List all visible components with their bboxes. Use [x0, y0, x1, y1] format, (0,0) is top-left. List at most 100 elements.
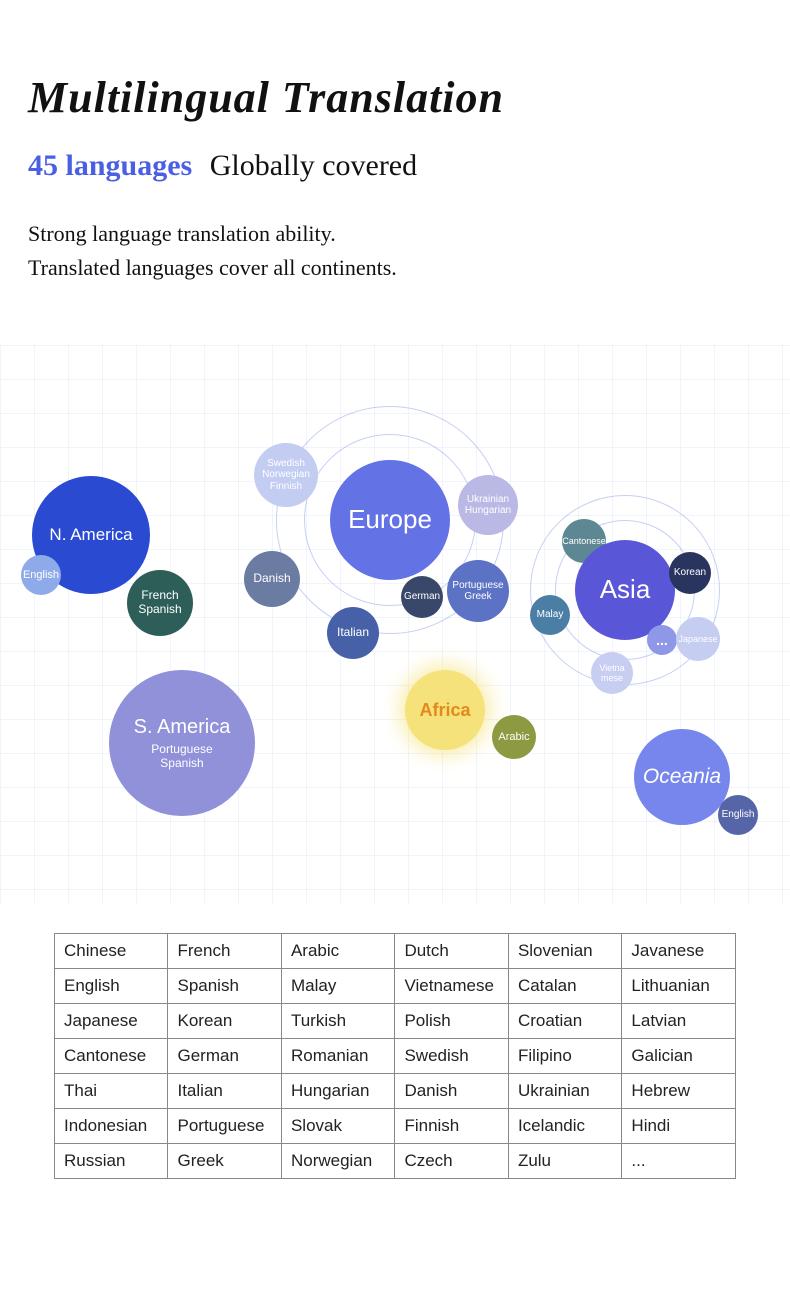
bubble-label: Swedish Norwegian Finnish — [262, 458, 310, 493]
table-cell: Hindi — [622, 1109, 736, 1144]
desc-line-2: Translated languages cover all continent… — [28, 251, 762, 285]
bubble-label: Korean — [674, 567, 706, 579]
table-cell: Chinese — [55, 934, 168, 969]
table-cell: Portuguese — [168, 1109, 281, 1144]
bubble-german: German — [401, 576, 443, 618]
table-cell: Filipino — [508, 1039, 621, 1074]
table-cell: Indonesian — [55, 1109, 168, 1144]
table-cell: Spanish — [168, 969, 281, 1004]
table-cell: Norwegian — [281, 1144, 394, 1179]
subtitle-highlight: 45 languages — [28, 149, 192, 182]
bubble-map: N. America English French Spanish S. Americ… — [0, 345, 790, 905]
bubble-danish: Danish — [244, 551, 300, 607]
table-cell: Latvian — [622, 1004, 736, 1039]
table-cell: Hebrew — [622, 1074, 736, 1109]
table-cell: Turkish — [281, 1004, 394, 1039]
language-table: ChineseFrenchArabicDutchSlovenianJavanes… — [54, 933, 736, 1179]
bubble-label: Cantonese — [562, 536, 606, 546]
table-cell: ... — [622, 1144, 736, 1179]
bubble-label: English — [23, 569, 59, 582]
table-row: EnglishSpanishMalayVietnameseCatalanLith… — [55, 969, 736, 1004]
bubble-japanese: Japanese — [676, 617, 720, 661]
table-cell: Croatian — [508, 1004, 621, 1039]
table-cell: Greek — [168, 1144, 281, 1179]
bubble-europe: Europe — [330, 460, 450, 580]
table-cell: French — [168, 934, 281, 969]
bubble-label: Oceania — [643, 765, 721, 789]
table-cell: Ukrainian — [508, 1074, 621, 1109]
subtitle: 45 languages Globally covered — [28, 149, 762, 183]
table-cell: Korean — [168, 1004, 281, 1039]
table-cell: Icelandic — [508, 1109, 621, 1144]
description: Strong language translation ability. Tra… — [28, 217, 762, 285]
table-cell: Swedish — [395, 1039, 508, 1074]
table-cell: Arabic — [281, 934, 394, 969]
table-row: IndonesianPortugueseSlovakFinnishIceland… — [55, 1109, 736, 1144]
bubble-africa: Africa — [405, 670, 485, 750]
table-cell: Danish — [395, 1074, 508, 1109]
table-cell: Hungarian — [281, 1074, 394, 1109]
table-cell: Czech — [395, 1144, 508, 1179]
bubble-italian: Italian — [327, 607, 379, 659]
page-title: Multilingual Translation — [28, 72, 762, 123]
language-table-wrap: ChineseFrenchArabicDutchSlovenianJavanes… — [0, 905, 790, 1179]
table-cell: Russian — [55, 1144, 168, 1179]
table-cell: Japanese — [55, 1004, 168, 1039]
table-cell: German — [168, 1039, 281, 1074]
bubble-label: Italian — [337, 626, 369, 640]
table-row: RussianGreekNorwegianCzechZulu... — [55, 1144, 736, 1179]
bubble-label: Arabic — [498, 731, 529, 744]
bubble-vietna-mese: Vietna mese — [591, 652, 633, 694]
bubble-label: German — [404, 591, 440, 603]
table-cell: Catalan — [508, 969, 621, 1004]
table-cell: Vietnamese — [395, 969, 508, 1004]
bubble-label: Vietna mese — [599, 663, 624, 684]
table-cell: Javanese — [622, 934, 736, 969]
bubble-label: Europe — [348, 505, 432, 535]
bubble-label: ... — [656, 632, 668, 648]
table-cell: Romanian — [281, 1039, 394, 1074]
header: Multilingual Translation 45 languages Gl… — [0, 0, 790, 285]
bubble-label: English — [722, 809, 755, 821]
table-cell: Slovak — [281, 1109, 394, 1144]
table-cell: Zulu — [508, 1144, 621, 1179]
table-cell: Slovenian — [508, 934, 621, 969]
bubble-oceania: Oceania — [634, 729, 730, 825]
table-cell: Dutch — [395, 934, 508, 969]
desc-line-1: Strong language translation ability. — [28, 217, 762, 251]
subtitle-rest: Globally covered — [210, 149, 417, 182]
bubble-label: Portuguese Greek — [452, 580, 503, 603]
bubble-english: English — [21, 555, 61, 595]
table-row: JapaneseKoreanTurkishPolishCroatianLatvi… — [55, 1004, 736, 1039]
table-cell: Cantonese — [55, 1039, 168, 1074]
bubble-label: French Spanish — [138, 589, 181, 617]
bubble-ukrainian-hungarian: Ukrainian Hungarian — [458, 475, 518, 535]
bubble-swedish-norwegian-finnish: Swedish Norwegian Finnish — [254, 443, 318, 507]
bubble-label: S. America — [134, 716, 231, 739]
table-cell: Polish — [395, 1004, 508, 1039]
bubble-label: Africa — [419, 700, 470, 721]
bubble-label: Danish — [253, 572, 290, 586]
table-cell: Finnish — [395, 1109, 508, 1144]
table-row: ChineseFrenchArabicDutchSlovenianJavanes… — [55, 934, 736, 969]
table-cell: Italian — [168, 1074, 281, 1109]
table-cell: English — [55, 969, 168, 1004]
bubble-english: English — [718, 795, 758, 835]
bubble-french-spanish: French Spanish — [127, 570, 193, 636]
table-cell: Thai — [55, 1074, 168, 1109]
table-cell: Galician — [622, 1039, 736, 1074]
table-row: CantoneseGermanRomanianSwedishFilipinoGa… — [55, 1039, 736, 1074]
bubble-malay: Malay — [530, 595, 570, 635]
bubble-korean: Korean — [669, 552, 711, 594]
bubble-label: Japanese — [678, 634, 717, 644]
bubble-label: N. America — [49, 525, 132, 545]
bubble-portuguese-greek: Portuguese Greek — [447, 560, 509, 622]
table-cell: Lithuanian — [622, 969, 736, 1004]
table-cell: Malay — [281, 969, 394, 1004]
bubble-label: Malay — [537, 609, 564, 621]
bubble-label: Ukrainian Hungarian — [465, 494, 511, 517]
bubble-sublabel: Portuguese Spanish — [151, 743, 212, 771]
table-row: ThaiItalianHungarianDanishUkrainianHebre… — [55, 1074, 736, 1109]
bubble-label: Asia — [600, 575, 651, 605]
bubble-arabic: Arabic — [492, 715, 536, 759]
